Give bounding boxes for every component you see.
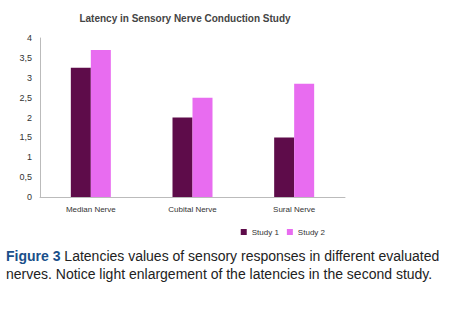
html-text:Figure 3 Latencies values of s: Figure 3 Latencies values of sensory res… — [6, 248, 440, 282]
svg-text:1,5: 1,5 — [19, 132, 32, 142]
svg-text:Study 1: Study 1 — [252, 228, 280, 237]
svg-text:Cubital Nerve: Cubital Nerve — [168, 205, 217, 214]
svg-text:Study 2: Study 2 — [298, 228, 326, 237]
svg-text:1: 1 — [27, 152, 32, 162]
svg-text:3,5: 3,5 — [19, 53, 32, 63]
svg-text:3: 3 — [27, 73, 32, 83]
svg-text:Sural Nerve: Sural Nerve — [273, 205, 316, 214]
svg-text:0: 0 — [27, 192, 32, 202]
svg-text:2: 2 — [27, 113, 32, 123]
svg-text:4: 4 — [27, 33, 32, 43]
svg-text:2,5: 2,5 — [19, 93, 32, 103]
svg-text:Latency in Sensory Nerve Condu: Latency in Sensory Nerve Conduction Stud… — [79, 13, 291, 24]
svg-text:Median Nerve: Median Nerve — [66, 205, 116, 214]
svg-text:0,5: 0,5 — [19, 172, 32, 182]
